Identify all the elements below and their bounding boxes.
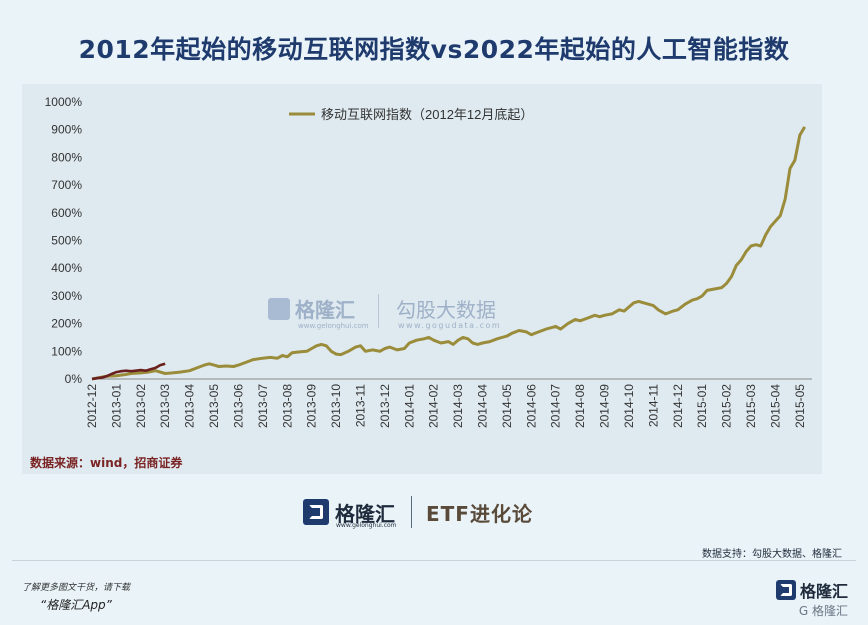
watermark-brand: 格隆汇	[268, 294, 355, 323]
x-tick-label: 2013-05	[207, 384, 221, 428]
footer-logo-name: 格隆汇	[799, 582, 848, 601]
y-tick-label: 100%	[51, 344, 82, 358]
footer-logo: 格隆汇 G 格隆汇	[775, 578, 848, 618]
source-note: 数据来源：wind，招商证券	[30, 456, 183, 470]
x-tick-label: 2013-09	[305, 384, 319, 428]
x-tick-label: 2014-09	[598, 384, 612, 428]
x-tick-label: 2013-01	[109, 384, 123, 428]
brand-sub: www.gelonghui.com	[336, 522, 397, 529]
x-tick-label: 2013-08	[280, 384, 294, 428]
x-tick-label: 2014-07	[549, 384, 563, 428]
footer-divider	[12, 560, 856, 561]
brand-column: ETF进化论	[426, 501, 533, 526]
chart-svg: 0% 100% 200% 300% 400% 500% 600% 700% 800% 900% 10…	[45, 95, 812, 428]
x-tick-label: 2015-03	[744, 384, 758, 428]
x-tick-label: 2013-07	[256, 384, 270, 428]
support-text: 数据支持：勾股大数据、格隆汇	[702, 549, 842, 560]
series-line-ai	[91, 362, 166, 381]
y-tick-label: 1000%	[45, 95, 83, 109]
x-tick-label: 2014-05	[500, 384, 514, 428]
series-line-mobile-internet	[91, 126, 806, 381]
x-tick-label: 2015-01	[695, 384, 709, 428]
y-tick-label: 700%	[51, 178, 82, 192]
brand-logo-icon	[303, 499, 329, 525]
footer-line2: “格隆汇App”	[40, 598, 112, 612]
x-tick-label: 2015-02	[720, 384, 734, 428]
x-tick-label: 2014-08	[573, 384, 587, 428]
x-tick-label: 2014-12	[671, 384, 685, 428]
x-tick-label: 2014-01	[402, 384, 416, 428]
x-tick-label: 2012-12	[85, 384, 99, 428]
x-tick-label: 2013-10	[329, 384, 343, 428]
watermark-brand-url: www.gelonghui.com	[298, 322, 369, 330]
y-tick-label: 500%	[51, 234, 82, 248]
footer-logo-icon	[775, 580, 796, 600]
x-tick-label: 2014-10	[622, 384, 636, 428]
x-tick-label: 2014-04	[476, 384, 490, 428]
y-tick-label: 600%	[51, 206, 82, 220]
x-tick-label: 2015-05	[793, 384, 807, 428]
watermark-data-url: www.gogudata.com	[398, 321, 502, 330]
plot-card: 0% 100% 200% 300% 400% 500% 600% 700% 800% 900% 10…	[22, 84, 822, 474]
brand-name: 格隆汇	[335, 501, 395, 526]
watermark-data-brand: 勾股大数据	[396, 298, 496, 322]
legend-label: 移动互联网指数（2012年12月底起）	[321, 107, 533, 122]
brand-divider	[411, 496, 412, 528]
x-tick-label: 2015-04	[768, 384, 782, 428]
x-tick-label: 2014-02	[427, 384, 441, 428]
y-tick-label: 800%	[51, 150, 82, 164]
x-tick-label: 2013-11	[353, 384, 367, 427]
chart-title: 2012年起始的移动互联网指数vs2022年起始的人工智能指数	[78, 35, 790, 64]
x-tick-label: 2014-03	[451, 384, 465, 428]
x-tick-label: 2013-12	[378, 384, 392, 428]
x-tick-label: 2013-06	[231, 384, 245, 428]
brand-block: 格隆汇 www.gelonghui.com ETF进化论	[303, 492, 533, 532]
y-tick-label: 400%	[51, 261, 82, 275]
footer-line1: 了解更多图文干货，请下载	[22, 583, 131, 593]
x-tick-label: 2014-11	[646, 384, 660, 427]
y-tick-label: 300%	[51, 289, 82, 303]
x-tick-label: 2013-04	[183, 384, 197, 428]
y-tick-label: 900%	[51, 123, 82, 137]
x-tick-label: 2014-06	[524, 384, 538, 428]
x-tick-label: 2013-02	[134, 384, 148, 428]
watermark-logo-icon	[268, 297, 290, 320]
y-tick-label: 0%	[65, 372, 83, 386]
x-tick-label: 2013-03	[158, 384, 172, 428]
footer-logo-sub: G 格隆汇	[798, 604, 848, 618]
watermark-brand-name: 格隆汇	[295, 298, 355, 322]
y-tick-label: 200%	[51, 317, 82, 331]
watermark-divider	[378, 294, 379, 328]
